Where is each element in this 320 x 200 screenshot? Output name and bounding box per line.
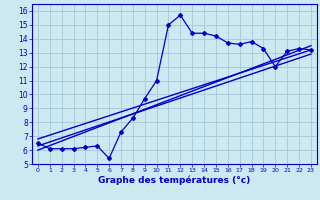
X-axis label: Graphe des températures (°c): Graphe des températures (°c) [98, 176, 251, 185]
